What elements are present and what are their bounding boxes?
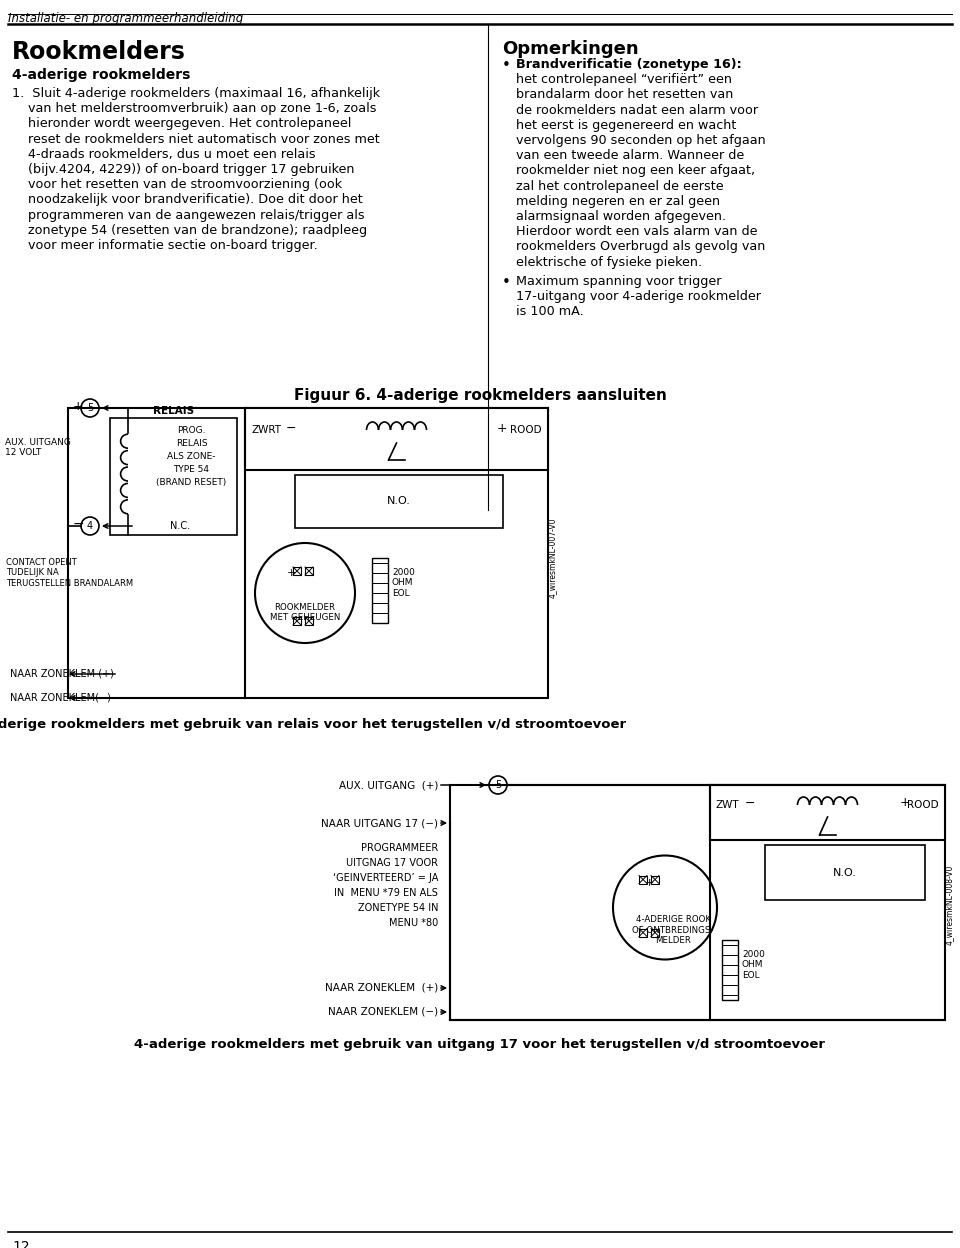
Text: NAAR ZONEKLEM(−): NAAR ZONEKLEM(−) [10, 693, 110, 703]
Text: PROGRAMMEER: PROGRAMMEER [361, 842, 438, 852]
Bar [651, 929, 659, 936]
Text: ROOD: ROOD [511, 426, 542, 436]
Text: Installatie- en programmeerhandleiding: Installatie- en programmeerhandleiding [8, 12, 243, 25]
Text: zonetype 54 (resetten van de brandzone); raadpleeg: zonetype 54 (resetten van de brandzone);… [12, 223, 367, 237]
Text: TYPE 54: TYPE 54 [174, 466, 209, 474]
Text: van het melderstroomverbruik) aan op zone 1-6, zoals: van het melderstroomverbruik) aan op zon… [12, 102, 376, 115]
Text: N.O.: N.O. [387, 497, 411, 507]
Bar [710, 785, 945, 840]
Bar [305, 617, 313, 625]
Text: 17-uitgang voor 4-aderige rookmelder: 17-uitgang voor 4-aderige rookmelder [516, 290, 761, 303]
Text: IN  MENU *79 EN ALS: IN MENU *79 EN ALS [334, 889, 438, 899]
Text: 4-aderige rookmelders met gebruik van uitgang 17 voor het terugstellen v/d stroo: 4-aderige rookmelders met gebruik van ui… [134, 1038, 826, 1051]
Text: N.C.: N.C. [170, 520, 190, 530]
Text: noodzakelijk voor brandverificatie). Doe dit door het: noodzakelijk voor brandverificatie). Doe… [12, 193, 363, 206]
Text: +: + [73, 399, 84, 413]
Bar [651, 876, 659, 884]
Text: Figuur 6. 4-aderige rookmelders aansluiten: Figuur 6. 4-aderige rookmelders aansluit… [294, 388, 666, 403]
Text: 4-ADERIGE ROOK
OF ONTBREDINGS-
MELDER: 4-ADERIGE ROOK OF ONTBREDINGS- MELDER [633, 916, 713, 945]
Text: AUX. UITGANG  (+): AUX. UITGANG (+) [339, 780, 438, 790]
Text: −: − [286, 422, 297, 434]
Text: rookmelders Overbrugd als gevolg van: rookmelders Overbrugd als gevolg van [516, 241, 765, 253]
Bar [765, 845, 925, 900]
Text: AUX. UITGANG
12 VOLT: AUX. UITGANG 12 VOLT [5, 438, 71, 458]
Text: +: + [900, 796, 910, 810]
Text: RELAIS: RELAIS [153, 406, 194, 416]
Text: 4-draads rookmelders, dus u moet een relais: 4-draads rookmelders, dus u moet een rel… [12, 147, 316, 161]
Text: 12: 12 [12, 1241, 30, 1248]
Text: 5: 5 [494, 780, 501, 790]
Text: •: • [502, 275, 511, 290]
Text: −: − [745, 796, 756, 810]
Text: NAAR ZONEKLEM (−): NAAR ZONEKLEM (−) [328, 1007, 438, 1017]
Text: Maximum spanning voor trigger: Maximum spanning voor trigger [516, 275, 722, 288]
Text: 4-aderige rookmelders met gebruik van relais voor het terugstellen v/d stroomtoe: 4-aderige rookmelders met gebruik van re… [0, 718, 626, 731]
Bar [722, 940, 738, 1000]
Text: 4_wiresmkNL-007-V0: 4_wiresmkNL-007-V0 [548, 518, 557, 598]
Text: ALS ZONE-: ALS ZONE- [167, 452, 216, 461]
Text: NAAR UITGANG 17 (−): NAAR UITGANG 17 (−) [321, 817, 438, 827]
Text: melding negeren en er zal geen: melding negeren en er zal geen [516, 195, 720, 208]
Text: 1.  Sluit 4-aderige rookmelders (maximaal 16, afhankelijk: 1. Sluit 4-aderige rookmelders (maximaal… [12, 87, 380, 100]
Text: het controlepaneel “verifiërt” een: het controlepaneel “verifiërt” een [516, 74, 732, 86]
Text: Rookmelders: Rookmelders [12, 40, 186, 64]
Text: 5: 5 [86, 403, 93, 413]
Text: +: + [286, 568, 296, 578]
Bar [68, 408, 548, 698]
Text: NAAR ZONEKLEM  (+): NAAR ZONEKLEM (+) [324, 983, 438, 993]
Bar [110, 418, 237, 535]
Text: +: + [644, 877, 654, 887]
Text: (bijv.4204, 4229)) of on-board trigger 17 gebruiken: (bijv.4204, 4229)) of on-board trigger 1… [12, 163, 354, 176]
Text: alarmsignaal worden afgegeven.: alarmsignaal worden afgegeven. [516, 210, 726, 223]
Text: NAAR ZONEKLEM (+): NAAR ZONEKLEM (+) [10, 668, 114, 678]
Text: −: − [72, 517, 84, 530]
Bar [293, 567, 301, 575]
Text: ROOKMELDER
MET GEHEUGEN: ROOKMELDER MET GEHEUGEN [270, 603, 340, 623]
Text: CONTACT OPENT
TUDELIJK NA
TERUGSTELLEN BRANDALARM: CONTACT OPENT TUDELIJK NA TERUGSTELLEN B… [6, 558, 133, 588]
Text: +: + [496, 422, 507, 434]
Text: PROG.: PROG. [178, 426, 205, 436]
Text: (BRAND RESET): (BRAND RESET) [156, 478, 227, 487]
Text: N.O.: N.O. [833, 867, 857, 877]
Text: elektrische of fysieke pieken.: elektrische of fysieke pieken. [516, 256, 702, 268]
Text: is 100 mA.: is 100 mA. [516, 306, 584, 318]
Text: 2000
OHM
EOL: 2000 OHM EOL [392, 568, 415, 598]
Text: 2000
OHM
EOL: 2000 OHM EOL [742, 950, 765, 980]
Text: MENU *80: MENU *80 [389, 919, 438, 929]
Bar [450, 785, 945, 1020]
Text: vervolgens 90 seconden op het afgaan: vervolgens 90 seconden op het afgaan [516, 134, 766, 147]
Bar [639, 929, 647, 936]
Text: zal het controlepaneel de eerste: zal het controlepaneel de eerste [516, 180, 724, 192]
Text: 4_wiresmkNL-008-V0: 4_wiresmkNL-008-V0 [945, 865, 954, 945]
Text: Brandverificatie (zonetype 16):: Brandverificatie (zonetype 16): [516, 57, 742, 71]
Text: ZONETYPE 54 IN: ZONETYPE 54 IN [357, 904, 438, 914]
Text: ROOD: ROOD [907, 800, 939, 810]
Text: UITGNAG 17 VOOR: UITGNAG 17 VOOR [346, 859, 438, 869]
Bar [295, 475, 503, 528]
Text: •: • [502, 57, 511, 72]
Bar [639, 876, 647, 884]
Text: programmeren van de aangewezen relais/trigger als: programmeren van de aangewezen relais/tr… [12, 208, 365, 222]
Text: ZWRT: ZWRT [251, 426, 281, 436]
Text: brandalarm door het resetten van: brandalarm door het resetten van [516, 89, 733, 101]
Text: rookmelder niet nog een keer afgaat,: rookmelder niet nog een keer afgaat, [516, 165, 756, 177]
Text: ‘GEINVERTEERD’ = JA: ‘GEINVERTEERD’ = JA [332, 874, 438, 884]
Text: hieronder wordt weergegeven. Het controlepaneel: hieronder wordt weergegeven. Het control… [12, 117, 351, 130]
Text: 4: 4 [87, 520, 93, 530]
Bar [245, 408, 548, 470]
Text: voor meer informatie sectie on-board trigger.: voor meer informatie sectie on-board tri… [12, 240, 318, 252]
Text: de rookmelders nadat een alarm voor: de rookmelders nadat een alarm voor [516, 104, 758, 116]
Text: van een tweede alarm. Wanneer de: van een tweede alarm. Wanneer de [516, 150, 744, 162]
Text: het eerst is gegenereerd en wacht: het eerst is gegenereerd en wacht [516, 119, 736, 132]
Text: 4-aderige rookmelders: 4-aderige rookmelders [12, 67, 190, 82]
Text: voor het resetten van de stroomvoorziening (ook: voor het resetten van de stroomvoorzieni… [12, 178, 342, 191]
Text: Hierdoor wordt een vals alarm van de: Hierdoor wordt een vals alarm van de [516, 225, 757, 238]
Text: reset de rookmelders niet automatisch voor zones met: reset de rookmelders niet automatisch vo… [12, 132, 380, 146]
Bar [305, 567, 313, 575]
Text: ZWT: ZWT [716, 800, 739, 810]
Text: RELAIS: RELAIS [176, 439, 207, 448]
Text: Opmerkingen: Opmerkingen [502, 40, 638, 57]
Bar [293, 617, 301, 625]
Bar [372, 558, 388, 623]
